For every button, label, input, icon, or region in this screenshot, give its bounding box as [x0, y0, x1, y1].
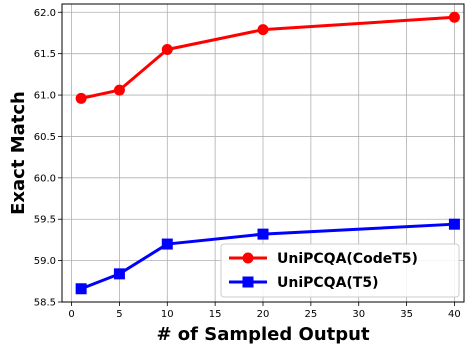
data-point	[257, 24, 269, 36]
legend-marker	[242, 252, 254, 264]
x-axis-title: # of Sampled Output	[156, 324, 370, 345]
y-tick-label: 61.0	[34, 91, 56, 102]
y-tick-label: 59.0	[34, 256, 56, 267]
data-point	[161, 238, 173, 250]
data-point	[448, 218, 460, 230]
data-point	[161, 44, 173, 56]
data-point	[448, 11, 460, 23]
data-point	[113, 84, 125, 96]
x-tick-label: 5	[116, 309, 122, 320]
y-tick-label: 61.5	[34, 49, 56, 60]
y-axis-title: Exact Match	[8, 91, 29, 215]
grid	[62, 4, 464, 303]
x-axis-ticks: 0 5 10 15 20 25 30 35 40	[68, 302, 461, 320]
legend-label: UniPCQA(CodeT5)	[277, 251, 418, 267]
x-tick-label: 20	[257, 309, 270, 320]
legend-label: UniPCQA(T5)	[277, 275, 379, 291]
legend-marker	[242, 276, 254, 288]
series-codet5	[75, 11, 460, 104]
y-axis-ticks: 58.5 59.0 59.5 60.0 60.5 61.0 61.5 62.0	[34, 8, 62, 309]
x-tick-label: 35	[400, 309, 413, 320]
legend-item: UniPCQA(CodeT5)	[229, 251, 418, 267]
data-point	[257, 228, 269, 240]
x-tick-label: 40	[448, 309, 461, 320]
data-point	[75, 283, 87, 295]
legend-box	[220, 243, 460, 298]
data-point	[75, 92, 87, 104]
y-tick-label: 60.0	[34, 173, 56, 184]
legend-item: UniPCQA(T5)	[229, 275, 379, 291]
y-tick-label: 58.5	[34, 298, 56, 309]
x-tick-label: 15	[209, 309, 222, 320]
legend: UniPCQA(CodeT5) UniPCQA(T5)	[220, 243, 460, 298]
x-tick-label: 30	[352, 309, 365, 320]
y-tick-label: 62.0	[34, 8, 56, 19]
series-t5	[75, 218, 460, 295]
x-tick-label: 10	[161, 309, 174, 320]
series-layer	[75, 11, 460, 295]
x-tick-label: 0	[68, 309, 74, 320]
y-tick-label: 60.5	[34, 132, 56, 143]
data-point	[113, 268, 125, 280]
x-tick-label: 25	[304, 309, 317, 320]
y-tick-label: 59.5	[34, 215, 56, 226]
